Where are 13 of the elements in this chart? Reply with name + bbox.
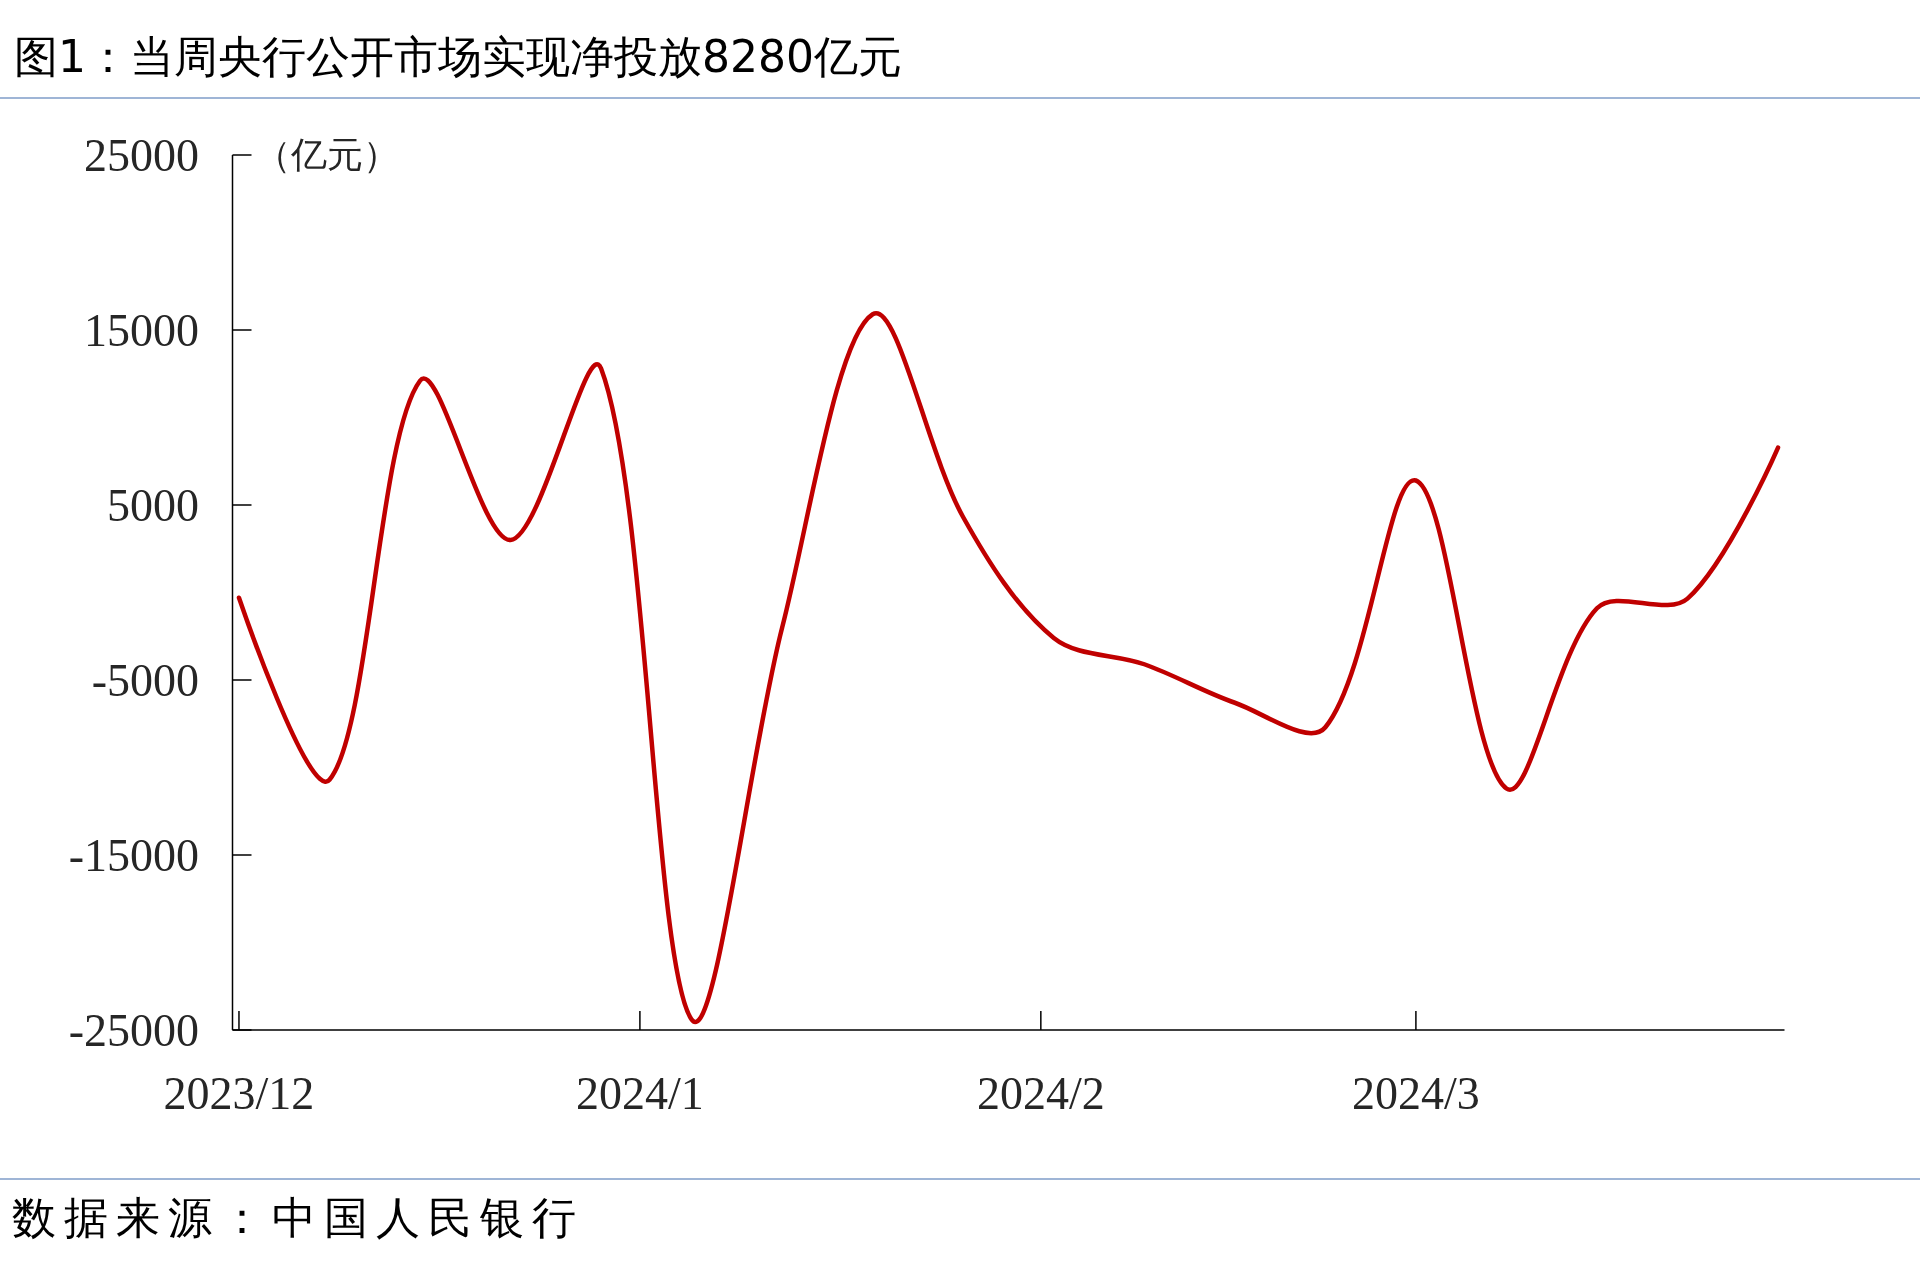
xtick-label: 2024/1 — [576, 1067, 704, 1119]
title: 图1：当周央行公开市场实现净投放8280亿元 — [14, 30, 902, 82]
ytick-label: -15000 — [68, 829, 199, 881]
ytick-label: -5000 — [91, 654, 199, 706]
ytick-label: 15000 — [84, 304, 199, 356]
ylabel: （亿元） — [255, 135, 399, 175]
ytick-label: 25000 — [84, 129, 199, 181]
xtick-label: 2024/3 — [1352, 1067, 1480, 1119]
ytick-label: 5000 — [107, 479, 199, 531]
ytick-label: -25000 — [68, 1004, 199, 1056]
annotation: 数据来源：中国人民银行 — [12, 1193, 584, 1243]
xtick-label: 2024/2 — [976, 1067, 1105, 1119]
xtick-label: 2023/12 — [163, 1067, 315, 1119]
